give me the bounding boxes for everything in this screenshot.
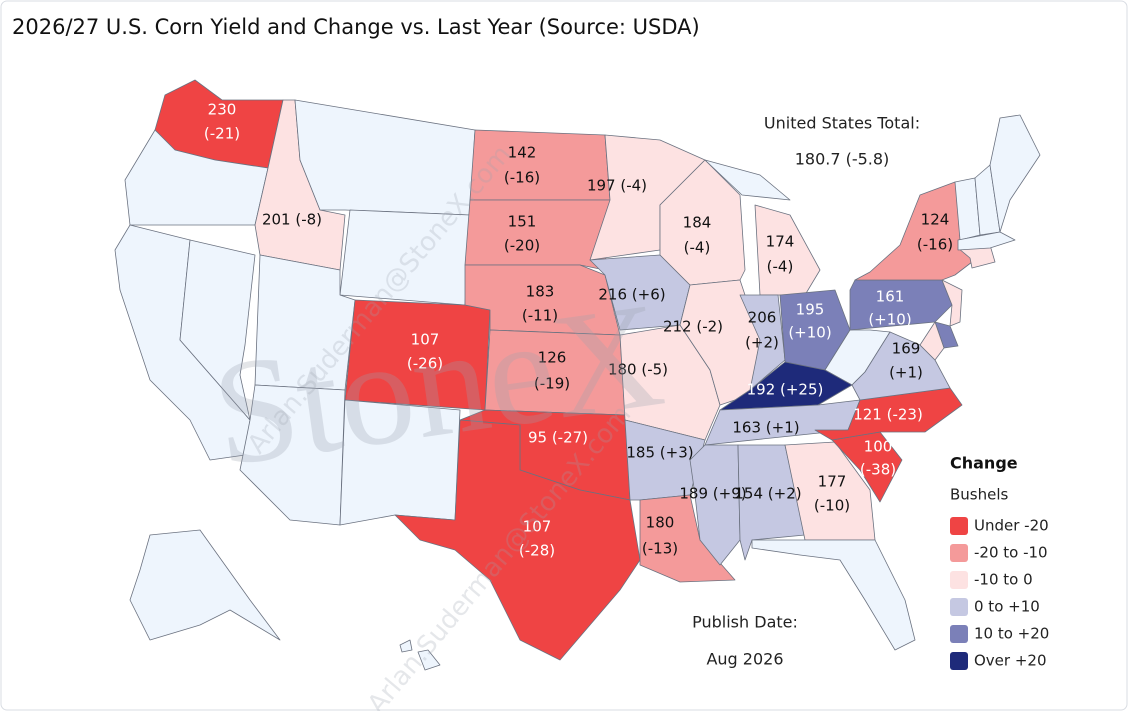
state-label: 169: [892, 340, 921, 358]
state-label: (+2): [745, 334, 779, 352]
state-label: 121 (-23): [853, 406, 923, 424]
state-label: (-11): [522, 307, 558, 325]
legend-swatch: [950, 598, 968, 616]
state: [179, 239, 256, 421]
state-label: 197 (-4): [587, 177, 647, 195]
legend-label: Under -20: [974, 517, 1049, 535]
state: [344, 299, 491, 411]
state-label: (-4): [767, 258, 794, 276]
state-label: 201 (-8): [262, 211, 322, 229]
state-label: 180 (-5): [608, 361, 668, 379]
state: [239, 384, 346, 526]
state-label: 154 (+2): [734, 485, 801, 503]
legend-label: -10 to 0: [974, 571, 1033, 589]
state-label: 107: [411, 331, 440, 349]
state-label: 212 (-2): [663, 318, 723, 336]
state: [814, 387, 963, 441]
publish-label: Publish Date:: [692, 613, 798, 632]
state-label: 206: [748, 309, 777, 327]
publish-value: Aug 2026: [706, 650, 783, 669]
total-value: 180.7 (-5.8): [795, 150, 890, 169]
state-label: 163 (+1): [732, 419, 799, 437]
state-label: 107: [523, 518, 552, 536]
state: [704, 159, 791, 201]
state-label: 195: [796, 301, 825, 319]
title: 2026/27 U.S. Corn Yield and Change vs. L…: [12, 15, 700, 39]
state-label: 95 (-27): [528, 429, 588, 447]
legend-label: 0 to +10: [974, 598, 1040, 616]
state-label: 230: [208, 101, 237, 119]
state: [399, 639, 413, 653]
state: [639, 494, 736, 583]
total-label: United States Total:: [764, 114, 920, 133]
state: [754, 204, 821, 296]
state-label: (-4): [684, 239, 711, 257]
state-label: (+1): [889, 364, 923, 382]
state: [394, 419, 641, 661]
legend: Under -20 -20 to -10 -10 to 0 0 to +10 10 to…: [950, 517, 1049, 670]
state-label: (-26): [407, 355, 443, 373]
legend-swatch: [950, 571, 968, 589]
state-label: 183: [526, 283, 555, 301]
state-label: (-16): [504, 169, 540, 187]
state: [689, 444, 741, 566]
legend-title: Change: [950, 454, 1018, 473]
state: [739, 294, 786, 391]
state-label: 142: [508, 144, 537, 162]
state-label: (-19): [534, 375, 570, 393]
state-label: 126: [538, 349, 567, 367]
state-label: (+10): [868, 311, 911, 329]
legend-label: 10 to +20: [974, 625, 1049, 643]
legend-subtitle: Bushels: [950, 486, 1009, 504]
states: [114, 79, 1041, 671]
state: [851, 331, 951, 401]
state: [751, 539, 916, 651]
state: [417, 649, 441, 671]
legend-swatch: [950, 517, 968, 535]
state-label: 185 (+3): [626, 444, 693, 462]
state-label: (-28): [519, 542, 555, 560]
state: [941, 279, 963, 327]
state-labels: 230 (-21) 201 (-8) 107 (-26) 142 (-16) 151 (-20)…: [204, 101, 953, 560]
state-label: 184: [683, 214, 712, 232]
state-label: (-13): [642, 540, 678, 558]
state-label: 189 (+9): [679, 485, 746, 503]
legend-swatch: [950, 652, 968, 670]
state-label: (-21): [204, 125, 240, 143]
state: [989, 114, 1041, 233]
state-label: 177: [818, 473, 847, 491]
state-label: 161: [876, 288, 905, 306]
state-label: (-38): [860, 461, 896, 479]
legend-label: -20 to -10: [974, 544, 1048, 562]
state-label: (-16): [917, 236, 953, 254]
state-label: 124: [921, 211, 950, 229]
state-label: (-10): [814, 497, 850, 515]
state: [919, 321, 945, 361]
state: [784, 441, 876, 541]
state: [129, 529, 281, 641]
state-label: 151: [508, 213, 537, 231]
state: [464, 199, 611, 271]
state: [957, 231, 1016, 251]
state-label: 216 (+6): [598, 286, 665, 304]
legend-swatch: [950, 544, 968, 562]
legend-label: Over +20: [974, 652, 1047, 670]
state-label: 174: [766, 233, 795, 251]
state-label: (-20): [504, 237, 540, 255]
legend-swatch: [950, 625, 968, 643]
state-label: (+10): [788, 324, 831, 342]
state-label: 180: [646, 514, 675, 532]
state-label: 192 (+25): [747, 381, 824, 399]
state-label: 100: [864, 438, 893, 456]
